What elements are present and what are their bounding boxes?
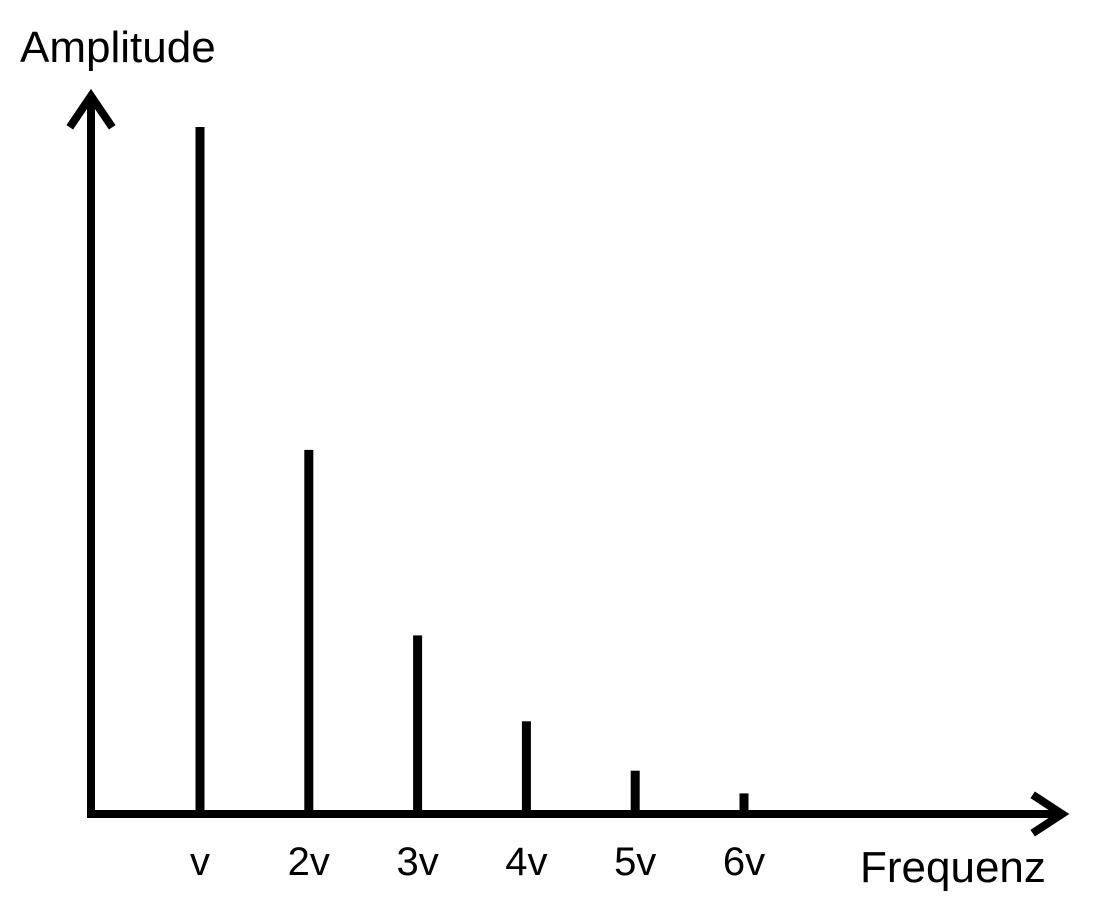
bar-6v	[739, 793, 749, 814]
bars-group	[195, 127, 749, 814]
tick-label-4v: 4v	[505, 840, 547, 884]
bar-v	[195, 127, 205, 814]
bar-4v	[521, 721, 531, 814]
bar-5v	[630, 770, 640, 814]
tick-label-2v: 2v	[288, 840, 330, 884]
y-axis-label: Amplitude	[20, 23, 216, 72]
x-axis-label: Frequenz	[860, 843, 1046, 892]
bar-3v	[413, 635, 423, 814]
tick-label-6v: 6v	[723, 840, 765, 884]
tick-label-v: v	[190, 840, 210, 884]
tick-label-3v: 3v	[396, 840, 438, 884]
tick-labels-group: v 2v 3v 4v 5v 6v	[190, 840, 765, 884]
y-axis-arrow-icon	[66, 88, 116, 130]
x-axis-arrow-icon	[1030, 791, 1070, 837]
tick-label-5v: 5v	[614, 840, 656, 884]
bar-2v	[304, 449, 314, 814]
